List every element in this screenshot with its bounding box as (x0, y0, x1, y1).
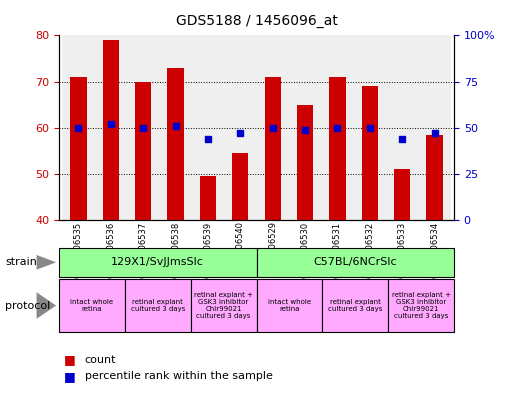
Bar (94, 35, 127, 220)
Bar (297, 105, 313, 220)
Bar (127, 35, 160, 220)
Bar (125, 279, 191, 332)
Text: intact whole
retina: intact whole retina (268, 299, 311, 312)
Bar (224, 35, 256, 220)
Bar (135, 82, 151, 220)
Bar (386, 35, 419, 220)
Text: strain: strain (5, 257, 37, 267)
Text: C57BL/6NCrSlc: C57BL/6NCrSlc (313, 257, 397, 267)
Bar (256, 279, 322, 332)
Bar (426, 135, 443, 220)
Bar (62, 35, 94, 220)
Text: ■: ■ (64, 370, 76, 383)
Bar (362, 86, 378, 220)
Bar (321, 35, 353, 220)
Bar (394, 169, 410, 220)
Bar (388, 279, 454, 332)
Bar (167, 68, 184, 220)
Text: GDS5188 / 1456096_at: GDS5188 / 1456096_at (175, 14, 338, 28)
Bar (265, 77, 281, 220)
Bar (353, 35, 386, 220)
Bar (289, 35, 321, 220)
Bar (232, 153, 248, 220)
Text: protocol: protocol (5, 301, 50, 310)
Text: retinal explant +
GSK3 inhibitor
Chir99021
cultured 3 days: retinal explant + GSK3 inhibitor Chir990… (391, 292, 450, 319)
Text: intact whole
retina: intact whole retina (70, 299, 113, 312)
Bar (256, 35, 289, 220)
Bar (103, 40, 119, 220)
Bar (256, 248, 454, 277)
Bar (329, 77, 346, 220)
Bar (70, 77, 87, 220)
Text: count: count (85, 354, 116, 365)
Bar (191, 279, 256, 332)
Text: retinal explant
cultured 3 days: retinal explant cultured 3 days (328, 299, 382, 312)
Text: ■: ■ (64, 353, 76, 366)
Bar (192, 35, 224, 220)
Text: retinal explant
cultured 3 days: retinal explant cultured 3 days (131, 299, 185, 312)
Bar (322, 279, 388, 332)
Text: 129X1/SvJJmsSlc: 129X1/SvJJmsSlc (111, 257, 204, 267)
Text: retinal explant +
GSK3 inhibitor
Chir99021
cultured 3 days: retinal explant + GSK3 inhibitor Chir990… (194, 292, 253, 319)
Bar (160, 35, 192, 220)
Bar (59, 248, 256, 277)
Bar (200, 176, 216, 220)
Polygon shape (36, 292, 56, 319)
Text: percentile rank within the sample: percentile rank within the sample (85, 371, 272, 382)
Bar (59, 279, 125, 332)
Bar (419, 35, 451, 220)
Polygon shape (36, 255, 56, 270)
